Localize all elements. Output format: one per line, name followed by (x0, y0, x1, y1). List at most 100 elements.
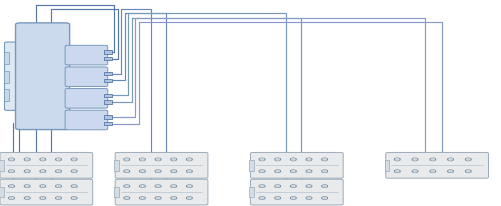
Circle shape (26, 185, 29, 187)
Circle shape (307, 159, 311, 160)
Circle shape (307, 197, 311, 199)
Circle shape (171, 158, 176, 160)
Circle shape (56, 197, 61, 199)
Circle shape (323, 171, 327, 172)
Circle shape (261, 185, 264, 187)
Circle shape (276, 159, 280, 160)
Circle shape (155, 158, 161, 160)
Circle shape (260, 197, 265, 199)
Circle shape (41, 185, 45, 187)
Circle shape (26, 171, 29, 172)
Circle shape (261, 171, 264, 172)
Circle shape (322, 197, 328, 199)
Circle shape (291, 185, 296, 187)
Circle shape (430, 158, 435, 160)
Circle shape (413, 159, 417, 160)
Circle shape (72, 197, 76, 199)
FancyBboxPatch shape (115, 179, 208, 205)
Circle shape (10, 171, 14, 172)
Circle shape (275, 185, 281, 187)
Circle shape (412, 158, 418, 160)
Circle shape (186, 197, 192, 199)
Circle shape (156, 171, 160, 172)
Bar (4, 89, 9, 101)
Circle shape (172, 185, 175, 187)
Bar (249, 187, 254, 197)
Circle shape (261, 159, 264, 160)
Circle shape (323, 159, 327, 160)
Circle shape (140, 185, 145, 187)
Bar (4, 53, 9, 64)
Circle shape (40, 170, 46, 172)
Circle shape (322, 185, 328, 187)
Circle shape (260, 158, 265, 160)
Circle shape (448, 170, 453, 172)
Circle shape (275, 197, 281, 199)
Circle shape (275, 170, 281, 172)
Circle shape (291, 197, 296, 199)
Circle shape (26, 159, 29, 160)
Circle shape (71, 170, 77, 172)
Circle shape (56, 170, 61, 172)
Circle shape (292, 171, 295, 172)
Circle shape (140, 158, 145, 160)
Circle shape (186, 170, 192, 172)
FancyBboxPatch shape (250, 152, 343, 178)
Circle shape (276, 197, 280, 199)
FancyBboxPatch shape (16, 23, 70, 130)
Circle shape (125, 159, 128, 160)
Circle shape (26, 197, 29, 199)
Bar (385, 160, 389, 171)
Circle shape (292, 197, 295, 199)
Circle shape (306, 185, 312, 187)
Circle shape (124, 170, 129, 172)
Circle shape (187, 159, 191, 160)
Bar (249, 160, 254, 171)
Bar (0, 160, 4, 171)
Circle shape (171, 170, 176, 172)
Circle shape (155, 170, 161, 172)
Circle shape (9, 158, 15, 160)
Circle shape (72, 185, 76, 187)
Circle shape (306, 158, 312, 160)
Circle shape (124, 158, 129, 160)
FancyBboxPatch shape (65, 110, 108, 130)
Circle shape (140, 197, 145, 199)
Circle shape (323, 197, 327, 199)
FancyBboxPatch shape (65, 45, 108, 65)
Circle shape (9, 170, 15, 172)
Circle shape (141, 185, 144, 187)
Circle shape (25, 185, 30, 187)
Circle shape (71, 197, 77, 199)
Circle shape (71, 185, 77, 187)
Circle shape (124, 197, 129, 199)
Circle shape (292, 185, 295, 187)
Circle shape (448, 158, 453, 160)
Circle shape (10, 159, 14, 160)
Circle shape (260, 185, 265, 187)
Circle shape (57, 185, 60, 187)
Circle shape (260, 170, 265, 172)
Bar (0, 187, 4, 197)
Circle shape (171, 197, 176, 199)
Circle shape (395, 170, 400, 172)
FancyBboxPatch shape (115, 152, 208, 178)
Circle shape (155, 185, 161, 187)
Bar (104, 94, 112, 97)
Circle shape (322, 158, 328, 160)
Circle shape (125, 185, 128, 187)
Circle shape (125, 171, 128, 172)
Circle shape (291, 170, 296, 172)
Circle shape (155, 197, 161, 199)
Circle shape (25, 197, 30, 199)
FancyBboxPatch shape (65, 89, 108, 108)
FancyBboxPatch shape (0, 152, 93, 178)
Circle shape (276, 185, 280, 187)
Circle shape (261, 197, 264, 199)
Circle shape (41, 159, 45, 160)
Circle shape (171, 185, 176, 187)
Circle shape (431, 171, 434, 172)
Circle shape (41, 171, 45, 172)
Circle shape (465, 158, 471, 160)
Circle shape (41, 197, 45, 199)
